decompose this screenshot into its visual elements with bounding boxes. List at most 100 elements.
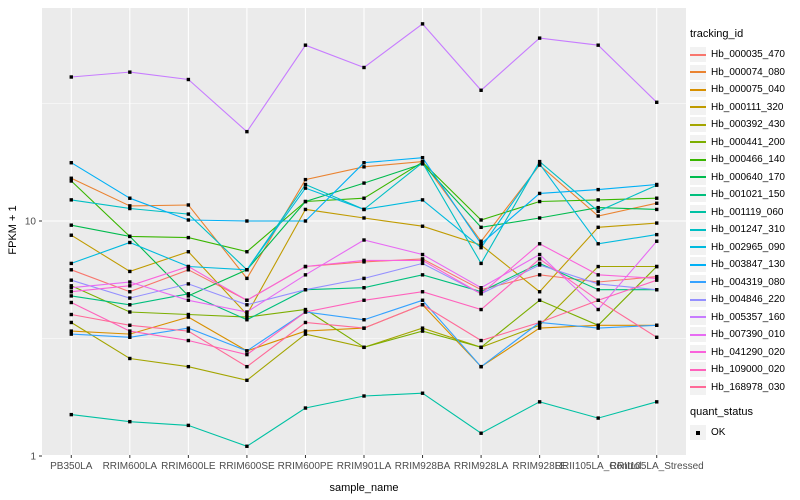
- legend-line-sample: [690, 351, 706, 354]
- data-point: [186, 250, 191, 254]
- legend-key-swatch: [690, 64, 706, 80]
- data-point: [596, 198, 600, 202]
- data-point: [537, 273, 542, 277]
- legend-item-label: Hb_000392_430: [711, 119, 785, 131]
- data-point: [420, 258, 425, 263]
- data-point: [596, 264, 600, 269]
- legend-item-label: Hb_002965_090: [711, 241, 785, 253]
- data-point: [362, 318, 366, 322]
- legend-item-label: Hb_007390_010: [711, 329, 785, 341]
- data-point: [303, 320, 308, 325]
- legend-item-Hb_001021_150: Hb_001021_150: [690, 186, 798, 204]
- legend-item-Hb_000392_430: Hb_000392_430: [690, 116, 798, 134]
- data-point: [245, 349, 249, 353]
- data-point: [596, 225, 600, 230]
- data-point: [186, 298, 191, 302]
- legend-item-Hb_000074_080: Hb_000074_080: [690, 64, 798, 82]
- legend-item-Hb_007390_010: Hb_007390_010: [690, 326, 798, 344]
- data-point: [128, 335, 132, 339]
- data-point: [420, 290, 425, 294]
- x-tick-label: RRIM928LA: [454, 461, 509, 472]
- data-point: [479, 345, 483, 350]
- legend-item-label: Hb_000075_040: [711, 84, 785, 96]
- legend-tracking-entries: Hb_000035_470 Hb_000074_080 Hb_000075_040 H…: [690, 46, 798, 396]
- legend-key-swatch: [690, 257, 706, 273]
- y-tick-label: 1: [30, 452, 36, 463]
- data-point: [479, 307, 483, 312]
- legend-item-label: Hb_001247_310: [711, 224, 785, 236]
- data-point: [245, 318, 249, 322]
- data-point: [69, 294, 73, 298]
- data-point: [537, 191, 542, 196]
- data-point: [655, 196, 659, 200]
- data-point: [245, 276, 249, 281]
- data-point: [69, 223, 73, 227]
- legend-key-swatch: [690, 425, 706, 441]
- legend-line-sample: [690, 71, 706, 74]
- data-point: [362, 207, 366, 212]
- data-point: [245, 219, 249, 223]
- legend-key-swatch: [690, 309, 706, 325]
- data-point: [596, 298, 600, 302]
- data-point: [479, 290, 483, 294]
- data-point: [479, 431, 483, 435]
- legend-line-sample: [690, 176, 706, 179]
- legend-line-sample: [690, 123, 706, 126]
- legend-item-label: Hb_000111_320: [711, 101, 784, 113]
- legend-item-Hb_005357_160: Hb_005357_160: [690, 309, 798, 327]
- data-point: [537, 326, 542, 330]
- data-point: [420, 224, 425, 228]
- data-point: [245, 129, 249, 134]
- data-point: [479, 364, 483, 369]
- y-axis-title: FPKM + 1: [7, 205, 19, 255]
- x-tick-label: RRIM928LE: [512, 461, 567, 472]
- data-point: [420, 198, 425, 202]
- data-point: [245, 352, 249, 357]
- legend-item-Hb_002965_090: Hb_002965_090: [690, 239, 798, 257]
- legend-key-swatch: [690, 169, 706, 185]
- legend-item-Hb_000640_170: Hb_000640_170: [690, 169, 798, 187]
- x-tick-label: PB350LA: [50, 461, 93, 472]
- data-point: [69, 161, 73, 165]
- legend-key-swatch: [690, 99, 706, 115]
- legend-line-sample: [690, 316, 706, 319]
- data-point: [128, 303, 132, 307]
- data-point: [537, 252, 542, 257]
- data-point: [362, 345, 366, 350]
- data-point: [537, 298, 542, 302]
- data-point: [186, 235, 191, 240]
- legend-key-swatch: [690, 222, 706, 238]
- x-tick-label: RRIM600LA: [103, 461, 158, 472]
- data-point: [655, 278, 659, 282]
- legend-key-swatch: [690, 152, 706, 168]
- data-point: [245, 310, 249, 314]
- data-point: [245, 312, 249, 317]
- legend-key-swatch: [690, 47, 706, 63]
- data-point: [69, 284, 73, 288]
- legend-line-sample: [690, 106, 706, 109]
- legend-key-swatch: [690, 327, 706, 343]
- legend-item-Hb_001119_060: Hb_001119_060: [690, 204, 798, 222]
- data-point: [128, 269, 132, 274]
- data-point: [128, 356, 132, 361]
- legend-item-Hb_004846_220: Hb_004846_220: [690, 291, 798, 309]
- data-point: [362, 161, 366, 165]
- data-point: [596, 288, 600, 292]
- legend-key-swatch: [690, 204, 706, 220]
- data-point: [596, 273, 600, 277]
- legend-line-sample: [690, 158, 706, 161]
- data-point: [186, 329, 191, 333]
- data-point: [128, 240, 132, 245]
- x-tick-label: RRIM600SE: [219, 461, 275, 472]
- legend-key-swatch: [690, 274, 706, 290]
- data-point: [186, 338, 191, 343]
- legend-key-swatch: [690, 117, 706, 133]
- data-point: [186, 364, 191, 369]
- data-point: [186, 268, 191, 272]
- data-point: [128, 329, 132, 333]
- legend-item-label: Hb_003847_130: [711, 259, 785, 271]
- data-point: [69, 261, 73, 266]
- legend-item-label: Hb_168978_030: [711, 381, 785, 393]
- legend-key-swatch: [690, 379, 706, 395]
- data-point: [128, 206, 132, 211]
